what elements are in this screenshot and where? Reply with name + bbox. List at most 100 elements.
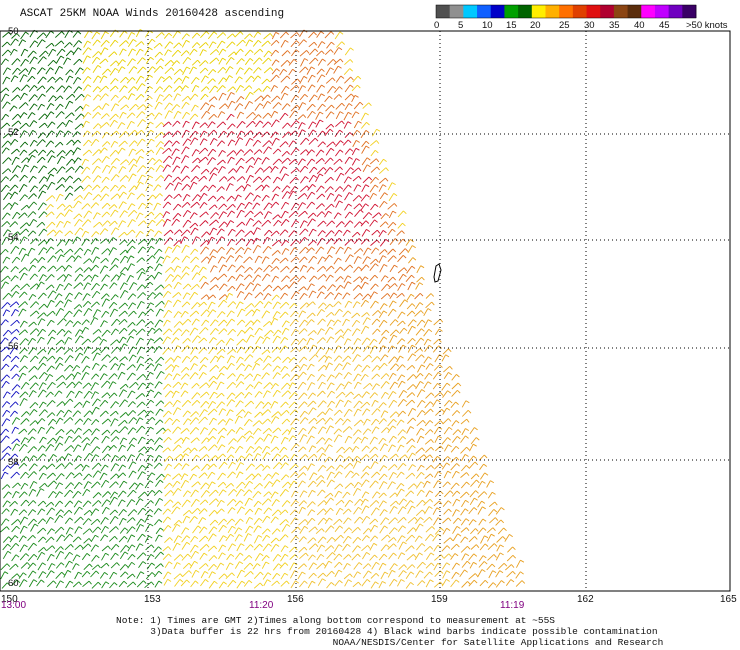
wind-barb	[271, 411, 282, 418]
wind-barb	[297, 275, 307, 283]
wind-barb	[243, 533, 252, 542]
wind-barb	[263, 321, 273, 328]
wind-barb	[281, 191, 291, 199]
wind-barb	[138, 561, 147, 569]
wind-barb	[344, 59, 354, 66]
wind-barb	[163, 140, 173, 147]
wind-barb	[477, 527, 487, 535]
wind-barb	[19, 391, 29, 398]
wind-barb	[425, 490, 434, 498]
wind-barb	[307, 554, 316, 561]
wind-barb	[101, 248, 111, 255]
wind-barb	[423, 480, 431, 488]
wind-barb	[487, 543, 498, 551]
wind-barb	[0, 435, 10, 443]
wind-barb	[325, 347, 333, 355]
wind-barb	[217, 299, 228, 308]
wind-barb	[27, 154, 36, 163]
wind-barb	[207, 401, 217, 409]
wind-barb	[227, 139, 236, 147]
wind-barb	[397, 410, 406, 417]
wind-barb	[281, 185, 291, 193]
wind-barb	[75, 113, 85, 121]
wind-barb	[171, 60, 181, 67]
wind-barb	[236, 356, 244, 364]
wind-barb	[144, 320, 154, 327]
wind-barb	[192, 525, 202, 534]
wind-barb	[208, 489, 219, 497]
wind-barb	[46, 150, 55, 157]
wind-barb	[360, 479, 370, 488]
wind-barb	[55, 111, 65, 119]
wind-barb	[99, 572, 109, 579]
wind-barb	[110, 429, 119, 436]
wind-barb	[208, 417, 217, 426]
wind-barb	[262, 543, 272, 552]
wind-barb	[36, 39, 46, 48]
wind-barb	[424, 408, 434, 416]
wind-barb	[290, 256, 300, 263]
wind-barb	[235, 165, 245, 173]
wind-barb	[280, 210, 289, 219]
wind-barb	[387, 464, 398, 471]
wind-barb	[235, 157, 245, 166]
wind-barb	[135, 230, 144, 238]
wind-barb	[289, 554, 299, 560]
wind-barb	[172, 156, 181, 166]
wind-barb	[245, 156, 256, 164]
wind-barb	[298, 236, 308, 244]
wind-barb	[380, 275, 389, 282]
wind-speed-colorbar	[435, 4, 697, 19]
wind-barb	[29, 328, 40, 335]
wind-barb	[145, 56, 154, 64]
wind-barb	[191, 392, 201, 400]
wind-barb	[127, 192, 135, 200]
wind-barb	[54, 76, 64, 83]
wind-barb	[100, 283, 108, 291]
wind-barb	[405, 534, 416, 542]
wind-barb	[254, 267, 263, 274]
wind-barb	[28, 264, 37, 272]
wind-barb	[99, 338, 108, 346]
wind-barb	[126, 444, 136, 452]
wind-barb	[56, 121, 66, 129]
wind-barb	[200, 454, 210, 461]
wind-barb	[12, 482, 21, 489]
wind-barb	[19, 553, 30, 561]
wind-barb	[36, 32, 47, 40]
wind-barb	[83, 282, 92, 290]
wind-barb	[64, 489, 74, 498]
wind-barb	[298, 465, 308, 472]
wind-barb	[317, 536, 327, 544]
wind-barb	[271, 294, 280, 301]
wind-barb	[19, 92, 28, 101]
wind-barb	[298, 506, 306, 515]
wind-barb	[281, 150, 290, 157]
wind-barb	[244, 192, 254, 200]
wind-barb	[397, 222, 406, 229]
wind-barb	[236, 39, 246, 47]
wind-barb	[442, 570, 451, 579]
wind-barb	[252, 420, 263, 427]
wind-barb	[2, 256, 11, 264]
wind-barb	[389, 264, 398, 273]
wind-barb	[433, 500, 443, 507]
wind-barb	[381, 283, 391, 291]
wind-barb	[407, 505, 416, 514]
wind-barb	[27, 67, 37, 76]
wind-barb	[461, 581, 471, 588]
wind-barb	[28, 294, 37, 301]
wind-barb	[281, 157, 291, 164]
wind-barb	[38, 472, 47, 480]
wind-barb	[209, 57, 220, 64]
wind-barb	[333, 553, 343, 561]
wind-barb	[208, 509, 218, 517]
wind-barb	[117, 419, 128, 427]
wind-barb	[218, 365, 228, 373]
wind-barb	[172, 355, 182, 363]
wind-barb	[74, 329, 84, 337]
wind-barb	[92, 352, 101, 361]
wind-barb	[127, 489, 137, 498]
wind-barb	[55, 265, 66, 272]
wind-barb	[353, 571, 361, 579]
